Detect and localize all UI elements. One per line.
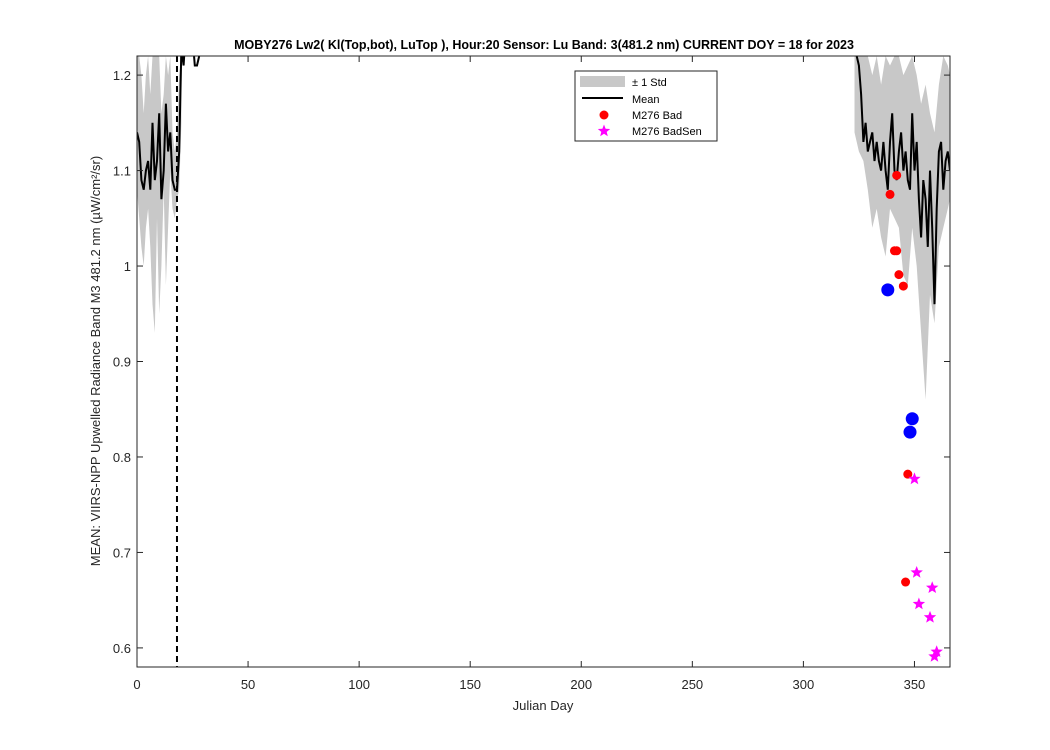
legend-swatch-band	[580, 76, 625, 87]
legend-swatch-circle	[599, 110, 609, 120]
bad-point	[898, 281, 908, 291]
blue-point	[881, 283, 895, 297]
y-tick-label: 0.8	[113, 450, 131, 465]
bad-point	[894, 270, 904, 280]
x-tick-label: 150	[459, 677, 481, 692]
plot-background	[137, 56, 950, 667]
badsen-point	[926, 581, 939, 593]
y-tick-label: 1	[124, 259, 131, 274]
y-axis-label: MEAN: VIIRS-NPP Upwelled Radiance Band M…	[88, 156, 103, 566]
x-axis-ticks: 0 50 100 150 200 250 300 350	[133, 56, 925, 692]
y-axis-ticks: 0.6 0.7 0.8 0.9 1 1.1 1.2	[113, 68, 950, 656]
y-tick-label: 0.7	[113, 545, 131, 560]
x-tick-label: 200	[570, 677, 592, 692]
markers	[881, 170, 943, 662]
std-band-3	[854, 56, 950, 400]
badsen-point	[930, 645, 943, 657]
x-axis-label: Julian Day	[513, 698, 574, 713]
y-tick-label: 1.1	[113, 164, 131, 179]
x-tick-label: 350	[904, 677, 926, 692]
badsen-point	[908, 472, 921, 485]
legend-label-bad: M276 Bad	[632, 110, 682, 122]
x-tick-label: 300	[793, 677, 815, 692]
legend-swatch-star	[597, 124, 611, 137]
plot-area: 0 50 100 150 200 250 300 350 0.6 0.7 0.8 0.9 1 1.1 1.…	[113, 55, 951, 692]
blue-point	[903, 425, 917, 439]
chart-title: MOBY276 Lw2( Kl(Top,bot), LuTop ), Hour:…	[234, 38, 854, 52]
legend-label-mean: Mean	[632, 94, 660, 106]
blue-point	[905, 412, 919, 426]
bad-point	[892, 246, 902, 256]
legend: ± 1 Std Mean M276 Bad M276 BadSen	[574, 70, 718, 142]
std-bands	[137, 56, 950, 400]
legend-label-badsen: M276 BadSen	[632, 126, 702, 138]
mean-line-1	[855, 56, 950, 305]
badsen-point	[923, 610, 937, 623]
y-tick-label: 0.6	[113, 641, 131, 656]
mean-lines	[137, 56, 950, 305]
bad-point	[892, 170, 902, 180]
x-tick-label: 100	[348, 677, 370, 692]
mean-line-0	[137, 56, 204, 200]
legend-label-std: ± 1 Std	[632, 77, 667, 89]
x-tick-label: 250	[681, 677, 703, 692]
y-tick-label: 1.2	[113, 68, 131, 83]
bad-point	[885, 189, 895, 199]
x-tick-label: 50	[241, 677, 255, 692]
badsen-point	[912, 597, 926, 610]
bad-point	[903, 469, 913, 479]
y-tick-label: 0.9	[113, 355, 131, 370]
bad-point	[901, 577, 911, 587]
std-band-2	[137, 56, 182, 333]
x-tick-label: 0	[133, 677, 140, 692]
badsen-point	[910, 566, 923, 578]
